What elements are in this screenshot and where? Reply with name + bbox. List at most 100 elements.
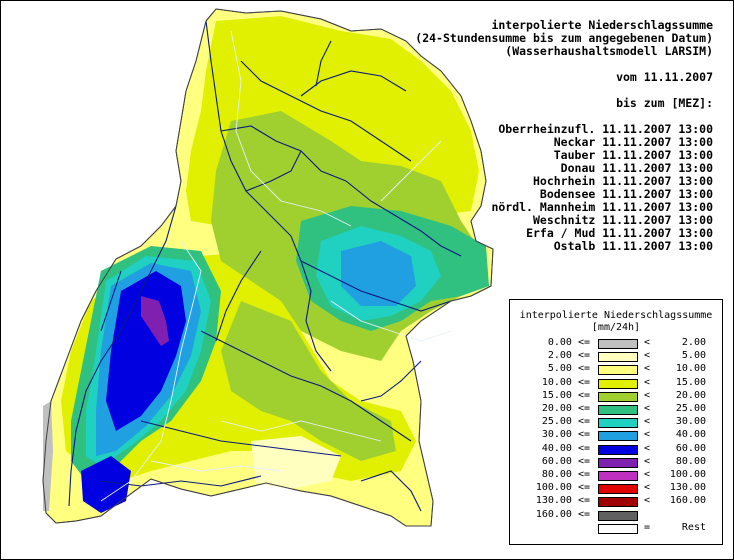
legend-row: 2.00 <= <5.00	[510, 350, 722, 363]
legend-swatch	[598, 418, 638, 429]
legend-high: 10.00	[675, 363, 706, 375]
legend-row: 0.00 <= <2.00	[510, 337, 722, 349]
legend-low: 10.00 <=	[541, 376, 590, 388]
zone-0-2	[43, 401, 53, 511]
state-border	[42, 8, 494, 527]
legend-high: 15.00	[675, 376, 706, 388]
region-line: Ostalb 11.11.2007 13:00	[553, 239, 713, 253]
legend-row: 5.00 <= <10.00	[510, 363, 722, 376]
legend-low: 2.00 <=	[547, 350, 590, 362]
legend-op: <	[643, 389, 651, 401]
legend-swatch	[598, 405, 638, 415]
legend-op: <	[643, 482, 651, 494]
legend-low: 160.00 <=	[535, 508, 590, 520]
legend-row: 10.00 <= <15.00	[510, 377, 722, 389]
region-line: Donau 11.11.2007 13:00	[560, 161, 713, 175]
legend-high: 160.00	[669, 495, 706, 507]
legend-high: Rest	[681, 521, 706, 533]
legend-low: 40.00 <=	[541, 442, 590, 454]
legend-swatch	[598, 510, 638, 521]
header-model: (Wasserhaushaltsmodell LARSIM)	[505, 44, 713, 58]
zone-60-80	[141, 296, 169, 346]
region-line: nördl. Mannheim 11.11.2007 13:00	[491, 200, 713, 214]
legend-row: = Rest	[510, 522, 722, 534]
legend-high: 5.00	[681, 350, 706, 362]
legend-op: <	[643, 469, 651, 480]
legend-high: 100.00	[669, 469, 706, 480]
legend-swatch	[598, 484, 638, 495]
legend-unit: [mm/24h]	[591, 322, 641, 333]
legend-op: <	[643, 376, 651, 388]
legend-low: 5.00 <=	[547, 363, 590, 375]
legend-op: <	[643, 350, 651, 362]
legend-row: 30.00 <= <40.00	[510, 429, 722, 442]
legend-swatch	[598, 444, 638, 455]
legend-row: 60.00 <= <80.00	[510, 456, 722, 468]
legend-box: interpolierte Niederschlagssumme [mm/24h…	[509, 299, 723, 545]
legend-row: 160.00 <=	[510, 509, 722, 521]
legend-swatch	[598, 391, 638, 402]
region-line: Neckar 11.11.2007 13:00	[553, 135, 713, 149]
legend-op: <	[643, 455, 651, 467]
region-line: Erfa / Mud 11.11.2007 13:00	[526, 226, 713, 240]
legend-low: 80.00 <=	[541, 469, 590, 480]
legend-low: 0.00 <=	[547, 337, 590, 348]
region-line: Hochrhein 11.11.2007 13:00	[532, 174, 713, 188]
legend-swatch	[598, 378, 638, 389]
legend-low: 100.00 <=	[535, 482, 590, 494]
legend-op: =	[643, 521, 651, 533]
legend-row: 20.00 <= <25.00	[510, 403, 722, 415]
legend-high: 40.00	[675, 429, 706, 441]
region-line: Oberrheinzufl. 11.11.2007 13:00	[498, 122, 713, 136]
legend-low: 30.00 <=	[541, 429, 590, 441]
region-line: Weschnitz 11.11.2007 13:00	[532, 213, 713, 227]
legend-op: <	[643, 416, 651, 428]
legend-row: 100.00 <= <130.00	[510, 482, 722, 495]
legend-row: 15.00 <= <20.00	[510, 390, 722, 402]
legend-high: 80.00	[675, 455, 706, 467]
legend-low: 15.00 <=	[541, 389, 590, 401]
catchment-boundaries	[100, 30, 452, 502]
legend-row: 130.00 <= <160.00	[510, 495, 722, 508]
legend-op: <	[643, 429, 651, 441]
legend-high: 30.00	[675, 416, 706, 428]
legend-high: 25.00	[675, 403, 706, 414]
legend-high: 2.00	[681, 337, 706, 348]
legend-low: 60.00 <=	[541, 455, 590, 467]
legend-swatch	[598, 471, 638, 481]
legend-op: <	[643, 403, 651, 414]
legend-op: <	[643, 495, 651, 507]
header-date: vom 11.11.2007	[616, 70, 713, 84]
legend-row: 25.00 <= <30.00	[510, 416, 722, 429]
legend-swatch	[598, 457, 638, 468]
region-line: Tauber 11.11.2007 13:00	[553, 148, 713, 162]
legend-swatch	[598, 497, 638, 508]
legend-low: 25.00 <=	[541, 416, 590, 428]
legend-row: 40.00 <= <60.00	[510, 443, 722, 455]
legend-low: 130.00 <=	[535, 495, 590, 507]
header-subtitle: (24-Stundensumme bis zum angegebenen Dat…	[415, 31, 713, 45]
zone-30-40	[341, 241, 416, 306]
header-until: bis zum [MEZ]:	[616, 96, 713, 110]
zone-40-60-south	[81, 456, 131, 513]
legend-low: 20.00 <=	[541, 403, 590, 414]
legend-swatch	[598, 352, 638, 363]
region-line: Bodensee 11.11.2007 13:00	[539, 187, 713, 201]
legend-op: <	[643, 363, 651, 375]
legend-high: 130.00	[669, 482, 706, 494]
legend-swatch	[598, 431, 638, 442]
legend-swatch	[598, 523, 638, 534]
legend-op: <	[643, 442, 651, 454]
zone-2-5	[251, 436, 341, 489]
rivers	[68, 20, 462, 512]
zone-40-60	[106, 271, 186, 431]
legend-op: <	[643, 337, 651, 348]
info-header: interpolierte Niederschlagssumme (24-Stu…	[383, 19, 713, 253]
legend-high: 60.00	[675, 442, 706, 454]
legend-title: interpolierte Niederschlagssumme	[519, 310, 713, 321]
legend-swatch	[598, 339, 638, 349]
zone-15-20-b	[221, 301, 396, 461]
legend-high: 20.00	[675, 389, 706, 401]
